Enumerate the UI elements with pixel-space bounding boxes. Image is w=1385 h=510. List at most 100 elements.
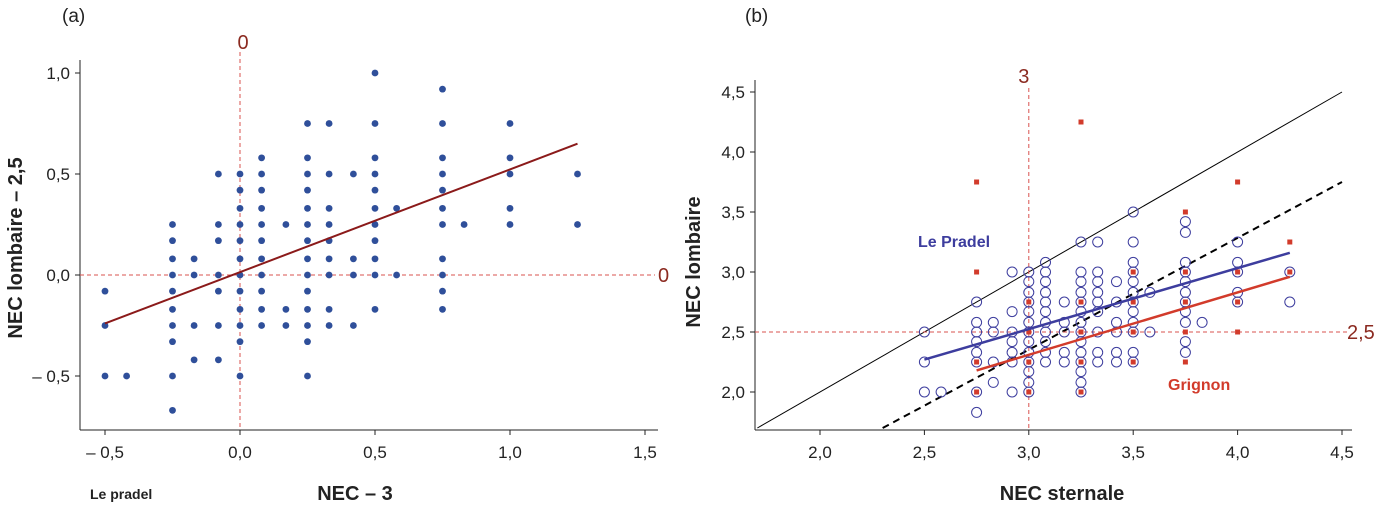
data-point: [304, 154, 311, 162]
data-point-le-pradel: [1110, 326, 1122, 338]
data-point-le-pradel: [1075, 316, 1087, 328]
data-point-le-pradel: [1075, 376, 1087, 388]
data-point: [574, 221, 581, 228]
data-point: [215, 322, 222, 329]
data-point: [304, 186, 311, 194]
data-point-le-pradel: [1179, 256, 1191, 268]
data-point: [439, 85, 446, 93]
data-point: [123, 372, 130, 380]
data-point: [282, 322, 290, 329]
data-point-le-pradel: [1179, 346, 1191, 358]
data-point-grignon: [1182, 329, 1188, 335]
data-point-grignon: [1078, 329, 1084, 335]
data-point-le-pradel: [1179, 216, 1191, 228]
data-point: [439, 287, 446, 295]
data-point: [169, 287, 176, 295]
data-point-grignon: [1182, 299, 1188, 305]
data-point: [506, 154, 514, 162]
data-point: [190, 322, 198, 329]
data-point: [439, 204, 446, 212]
data-point: [506, 170, 514, 178]
data-point-le-pradel: [1058, 356, 1070, 368]
data-point-le-pradel: [971, 406, 983, 418]
data-point: [439, 154, 446, 162]
data-point: [304, 237, 311, 245]
data-point: [304, 120, 311, 127]
x-tick-label: 2,5: [913, 443, 937, 462]
data-point-le-pradel: [1127, 236, 1139, 248]
data-point-le-pradel: [1040, 356, 1052, 368]
data-point-le-pradel: [1040, 296, 1052, 308]
data-point: [169, 305, 176, 313]
data-point-grignon: [1130, 359, 1136, 365]
data-point: [258, 221, 265, 228]
data-point: [215, 170, 222, 178]
data-point: [236, 372, 244, 380]
data-point-le-pradel: [1040, 266, 1052, 278]
data-point-le-pradel: [971, 386, 983, 398]
data-point: [304, 372, 311, 380]
data-point: [371, 221, 379, 228]
data-point: [258, 237, 265, 245]
y-tick-label: 3,0: [721, 263, 745, 282]
data-point-le-pradel: [1179, 226, 1191, 238]
data-point-grignon: [1235, 329, 1241, 335]
data-point-grignon: [1235, 269, 1241, 275]
y-tick-label: 0,0: [46, 266, 70, 285]
trend-line-grignon: [976, 275, 1291, 372]
data-point: [304, 255, 311, 263]
data-point-le-pradel: [1092, 296, 1104, 308]
data-point-grignon: [1235, 179, 1241, 185]
data-point-grignon: [1078, 299, 1084, 305]
data-point-le-pradel: [1023, 306, 1035, 318]
data-point: [439, 271, 446, 279]
data-point: [325, 271, 333, 279]
data-point-grignon: [1182, 359, 1188, 365]
data-point-le-pradel: [1179, 336, 1191, 348]
data-point-grignon: [974, 359, 980, 365]
data-point-le-pradel: [987, 316, 999, 328]
trend-line: [104, 142, 578, 325]
data-point-le-pradel: [1006, 346, 1018, 358]
data-point-le-pradel: [918, 386, 930, 398]
dashed-reference-line: [882, 181, 1343, 429]
data-point: [169, 406, 176, 414]
data-point-grignon: [974, 389, 980, 395]
x-tick-label: 3,0: [1017, 443, 1041, 462]
x-tick-label: 3,5: [1121, 443, 1145, 462]
data-point-grignon: [1182, 209, 1188, 215]
data-point: [371, 170, 379, 178]
data-point: [169, 237, 176, 245]
data-point: [258, 255, 265, 263]
data-point: [282, 305, 290, 313]
data-point: [215, 221, 222, 228]
data-point-le-pradel: [1040, 286, 1052, 298]
data-point-le-pradel: [1092, 286, 1104, 298]
data-point: [169, 338, 176, 346]
data-point: [350, 322, 357, 329]
panel-b-plot: 2,0 2,5 3,0 3,5 4,0 4,5 2,0 2,5 3,0 3,5 4,0 4,5: [721, 80, 1354, 462]
data-point: [190, 255, 198, 263]
data-point-le-pradel: [1092, 236, 1104, 248]
data-point-le-pradel: [1232, 236, 1244, 248]
data-point-grignon: [1130, 329, 1136, 335]
data-point: [574, 170, 581, 178]
data-point-le-pradel: [1110, 356, 1122, 368]
data-point-le-pradel: [1075, 346, 1087, 358]
data-point: [439, 186, 446, 194]
data-point-grignon: [1182, 269, 1188, 275]
y-tick-label: 2,0: [721, 383, 745, 402]
data-point: [304, 322, 311, 329]
data-point: [439, 305, 446, 313]
data-point-grignon: [1026, 389, 1032, 395]
data-point-le-pradel: [1179, 316, 1191, 328]
data-point: [101, 287, 109, 295]
data-point: [304, 170, 311, 178]
data-point-grignon: [1287, 269, 1293, 275]
data-point-le-pradel: [918, 356, 930, 368]
data-point-le-pradel: [1284, 296, 1296, 308]
data-point-le-pradel: [987, 356, 999, 368]
data-point-grignon: [974, 179, 980, 185]
panel-b-x-axis-title: NEC sternale: [1000, 483, 1125, 505]
